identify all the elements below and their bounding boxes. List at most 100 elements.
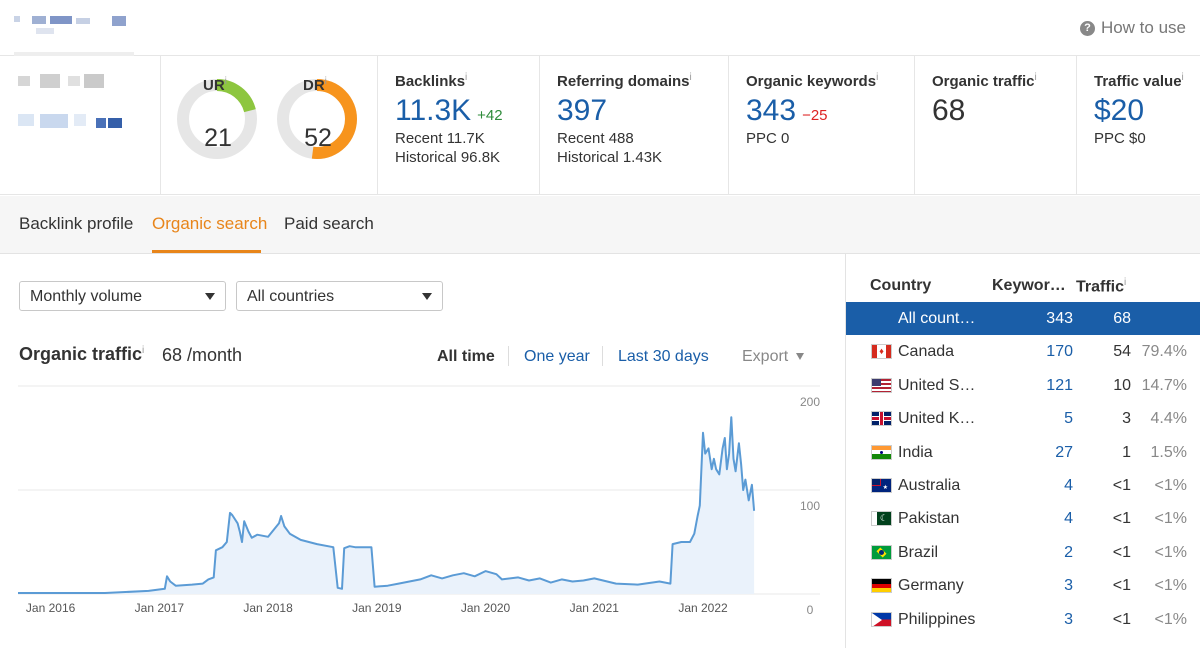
india-flag-icon (871, 444, 892, 460)
keywords-count: 170 (1046, 343, 1073, 361)
countries-select[interactable]: All countries (236, 281, 443, 311)
backlinks-delta: +42 (477, 107, 503, 124)
export-button[interactable]: Export (742, 348, 805, 366)
active-tab-underline (152, 250, 261, 253)
chevron-down-icon (796, 353, 805, 361)
range-separator (602, 346, 603, 366)
metrics-divider (728, 56, 729, 195)
country-name: India (898, 443, 933, 461)
backlinks-recent: Recent 11.7K (395, 130, 485, 147)
traffic-share: 1.5% (1150, 443, 1187, 461)
traffic-share: <1% (1154, 543, 1187, 561)
dr-gauge-ring (277, 79, 357, 159)
traffic-count: <1 (1112, 477, 1131, 494)
blurred-site-title (14, 16, 134, 56)
traffic-share: <1% (1154, 477, 1187, 494)
ur-label: URi (203, 76, 227, 94)
organic-keywords-value: 343 −25 (746, 94, 828, 127)
x-tick-label: Jan 2016 (26, 601, 76, 615)
traffic-value-label: Traffic valuei (1094, 72, 1184, 90)
traffic-count: 54 (1113, 343, 1131, 361)
metrics-divider (377, 56, 378, 195)
country-name: United K… (898, 410, 976, 428)
table-row[interactable]: ☾ Pakistan 4 <1 <1% (846, 502, 1200, 535)
country-column-header[interactable]: Country (870, 277, 932, 294)
chevron-down-icon (205, 293, 215, 300)
table-row[interactable]: Germany 3 <1 <1% (846, 569, 1200, 602)
chevron-down-icon (422, 293, 432, 300)
organic-keywords-ppc: PPC 0 (746, 130, 790, 147)
organic-keywords-delta: −25 (802, 107, 828, 124)
y-tick-label: 0 (807, 603, 814, 617)
uk-flag-icon (871, 411, 892, 427)
x-tick-label: Jan 2021 (570, 601, 620, 615)
country-name: Australia (898, 477, 961, 494)
backlinks-metric[interactable]: Backlinksi 11.3K +42 Recent 11.7K Histori… (395, 72, 503, 166)
range-one-year[interactable]: One year (524, 348, 590, 365)
traffic-share: 4.4% (1150, 410, 1187, 428)
traffic-value-value: $20 (1094, 94, 1145, 127)
country-name: Philippines (898, 610, 976, 628)
question-circle-icon: ? (1079, 20, 1095, 36)
organic-keywords-metric[interactable]: Organic keywordsi 343 −25 PPC 0 (746, 72, 878, 147)
table-row[interactable]: Brazil 2 <1 <1% (846, 536, 1200, 569)
traffic-line (18, 416, 756, 594)
dr-gauge-arc (277, 79, 357, 159)
dr-value: 52 (304, 124, 332, 152)
traffic-count: 1 (1122, 443, 1131, 461)
organic-traffic-label: Organic traffici (932, 72, 1037, 90)
y-tick-label: 200 (800, 395, 820, 409)
tab-organic-search[interactable]: Organic search (152, 214, 268, 233)
range-separator (508, 346, 509, 366)
range-last-30-days[interactable]: Last 30 days (618, 348, 709, 365)
keywords-count: 4 (1064, 510, 1073, 528)
top-bar: ? How to use (0, 0, 1200, 56)
keywords-column-header[interactable]: Keywor… (992, 277, 1066, 294)
table-row[interactable]: Philippines 3 <1 <1% (846, 603, 1200, 636)
table-row[interactable]: India 27 1 1.5% (846, 436, 1200, 469)
table-row[interactable]: ★ Australia 4 <1 <1% (846, 469, 1200, 502)
x-tick-label: Jan 2020 (461, 601, 511, 615)
traffic-count: 10 (1113, 376, 1131, 394)
section-tabs: Backlink profile Organic search Paid sea… (0, 196, 1200, 254)
range-all-time[interactable]: All time (437, 348, 495, 365)
referring-domains-label: Referring domainsi (557, 72, 692, 90)
traffic-value-metric[interactable]: Traffic valuei $20 PPC $0 (1094, 72, 1184, 147)
traffic-area (18, 417, 755, 594)
x-tick-label: Jan 2022 (678, 601, 728, 615)
keywords-count: 4 (1064, 477, 1073, 494)
traffic-count: 68 (1113, 310, 1131, 327)
referring-domains-value: 397 (557, 94, 608, 127)
dr-label: DRi (303, 76, 327, 94)
organic-traffic-monthly: 68 /month (162, 345, 243, 365)
metrics-divider (539, 56, 540, 195)
organic-traffic-title: Organic traffici (19, 344, 145, 364)
table-row[interactable]: All count… 343 68 (846, 302, 1200, 335)
how-to-use-link[interactable]: ? How to use (1079, 18, 1186, 38)
table-row[interactable]: United S… 121 10 14.7% (846, 369, 1200, 402)
organic-traffic-metric[interactable]: Organic traffici 68 (932, 72, 1037, 128)
traffic-column-header[interactable]: Traffici (1076, 277, 1127, 296)
tab-paid-search[interactable]: Paid search (284, 214, 374, 233)
metrics-divider (160, 56, 161, 195)
referring-domains-historical: Historical 1.43K (557, 149, 663, 166)
traffic-count: <1 (1112, 510, 1131, 528)
ur-value: 21 (204, 124, 232, 152)
volume-select[interactable]: Monthly volume (19, 281, 226, 311)
keywords-count: 3 (1064, 577, 1073, 595)
referring-domains-metric[interactable]: Referring domainsi 397 Recent 488 Histor… (557, 72, 692, 166)
tab-backlink-profile[interactable]: Backlink profile (19, 214, 134, 233)
country-name: United S… (898, 376, 976, 394)
table-row[interactable]: United K… 5 3 4.4% (846, 402, 1200, 435)
table-row[interactable]: ♦ Canada 170 54 79.4% (846, 335, 1200, 368)
volume-select-value: Monthly volume (30, 288, 143, 305)
countries-panel: Country Keywor… Traffici All count… 343 68… (845, 254, 1200, 648)
keywords-count: 5 (1064, 410, 1073, 428)
organic-traffic-value: 68 (932, 94, 966, 127)
organic-traffic-chart[interactable]: 200 100 0 Jan 2016 Jan 2017 Jan 2018 Jan 2019 J… (0, 380, 840, 620)
countries-select-value: All countries (247, 288, 335, 305)
traffic-count: 3 (1122, 410, 1131, 428)
x-tick-label: Jan 2019 (352, 601, 402, 615)
pakistan-flag-icon: ☾ (871, 511, 892, 527)
metrics-strip: URi 21 DRi 52 Backlinksi 11.3K +42 Recent… (0, 56, 1200, 195)
